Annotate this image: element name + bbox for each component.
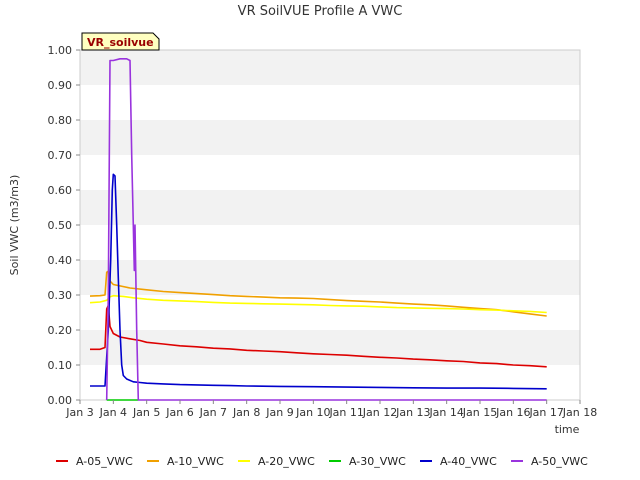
x-tick-label: Jan 6 — [165, 406, 193, 419]
grid-band — [80, 190, 580, 225]
legend-label: A-50_VWC — [531, 455, 588, 468]
y-tick-label: 0.10 — [48, 359, 73, 372]
legend-label: A-20_VWC — [258, 455, 315, 468]
grid-bands — [80, 50, 580, 400]
y-tick-label: 0.60 — [48, 184, 73, 197]
x-tick-label: Jan 11 — [328, 406, 363, 419]
x-tick-label: Jan 7 — [199, 406, 227, 419]
x-tick-label: Jan 8 — [232, 406, 260, 419]
site-badge: VR_soilvue — [81, 32, 160, 51]
x-tick-label: Jan 14 — [428, 406, 463, 419]
series-line-a-05-vwc — [90, 304, 547, 368]
grid-band — [80, 365, 580, 400]
x-tick-label: Jan 3 — [65, 406, 93, 419]
legend-label: A-05_VWC — [76, 455, 133, 468]
x-tick-label: Jan 15 — [462, 406, 497, 419]
site-badge-label: VR_soilvue — [87, 36, 154, 49]
x-tick-label: Jan 16 — [495, 406, 530, 419]
y-tick-label: 0.80 — [48, 114, 73, 127]
legend-label: A-40_VWC — [440, 455, 497, 468]
y-tick-label: 0.30 — [48, 289, 73, 302]
x-tick-label: Jan 9 — [265, 406, 293, 419]
grid-band — [80, 260, 580, 295]
y-tick-label: 0.50 — [48, 219, 73, 232]
series-layer — [89, 57, 547, 401]
grid-band — [80, 120, 580, 155]
legend: A-05_VWC A-10_VWC A-20_VWC A-30_VWC A-40_VWC… — [56, 455, 588, 468]
grid-band — [80, 50, 580, 85]
y-axis-title: Soil VWC (m3/m3) — [8, 175, 21, 276]
x-tick-label: Jan 4 — [99, 406, 127, 419]
x-axis-title: time — [555, 423, 580, 436]
x-tick-label: Jan 10 — [295, 406, 330, 419]
legend-label: A-10_VWC — [167, 455, 224, 468]
y-tick-label: 0.90 — [48, 79, 73, 92]
axis-layer: 0.00 0.10 0.20 0.30 0.40 0.50 0.60 0.70 0.80 0.90… — [48, 44, 598, 419]
y-tick-label: 1.00 — [48, 44, 73, 57]
x-tick-label: Jan 5 — [132, 406, 160, 419]
grid-band — [80, 225, 580, 260]
x-tick-label: Jan 17 — [528, 406, 563, 419]
grid-band — [80, 330, 580, 365]
y-tick-label: 0.40 — [48, 254, 73, 267]
series-line-a-20-vwc — [89, 294, 547, 314]
chart-title: VR SoilVUE Profile A VWC — [238, 4, 403, 19]
y-tick-label: 0.00 — [48, 394, 73, 407]
x-tick-label: Jan 13 — [395, 406, 430, 419]
series-line-a-40-vwc — [90, 173, 547, 390]
site-badge-box — [81, 32, 160, 51]
y-tick-label: 0.70 — [48, 149, 73, 162]
series-line-a-50-vwc — [105, 57, 547, 401]
legend-label: A-30_VWC — [349, 455, 406, 468]
x-tick-label: Jan 18 — [562, 406, 597, 419]
series-line-a-10-vwc — [89, 270, 547, 317]
x-tick-label: Jan 12 — [362, 406, 397, 419]
grid-band — [80, 155, 580, 190]
grid-band — [80, 85, 580, 120]
y-tick-label: 0.20 — [48, 324, 73, 337]
